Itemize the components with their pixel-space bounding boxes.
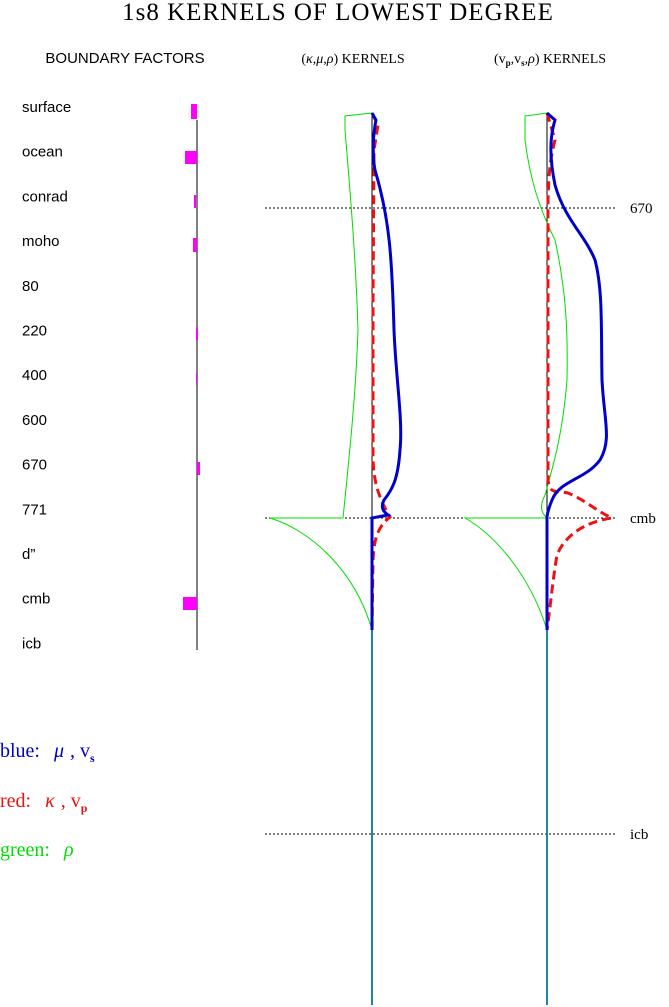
kernel-panel-right — [463, 111, 618, 1005]
legend-part: red: — [0, 790, 31, 812]
column-heading: (κ,μ,ρ) KERNELS — [301, 52, 404, 67]
boundary-label: d” — [22, 546, 35, 563]
legend-part: green: — [0, 839, 50, 861]
boundary-labels: surface ocean conrad moho 80 220 400 600 670 771 d… — [22, 99, 71, 652]
heading-part: ) KERNELS — [334, 52, 405, 67]
boundary-label: moho — [22, 233, 60, 250]
boundary-label: 670 — [22, 457, 47, 474]
heading-part: ρ — [326, 52, 334, 67]
heading-part: , — [313, 52, 317, 67]
heading-part: κ — [306, 52, 313, 67]
legend-part: blue: — [0, 740, 40, 762]
heading-part: ,v — [511, 52, 522, 67]
heading-part: , — [525, 52, 529, 67]
legend-entry: green: ρ — [0, 839, 74, 861]
boundary-label: surface — [22, 99, 71, 116]
legend-part: p — [81, 801, 88, 815]
kernel-panel-left — [269, 112, 403, 1005]
depth-label: cmb — [630, 511, 656, 527]
boundary-label: 600 — [22, 412, 47, 429]
legend-part: , v — [70, 740, 90, 762]
boundary-label: cmb — [22, 591, 50, 608]
legend-part: s — [90, 751, 95, 765]
boundary-label: ocean — [22, 144, 63, 161]
heading-part: ) KERNELS — [535, 52, 606, 67]
heading-part: ρ — [527, 52, 535, 67]
legend: blue: μ, vs red: κ, vp green: ρ — [0, 740, 95, 861]
heading-part: , — [323, 52, 327, 67]
legend-entry: blue: μ , vs — [0, 740, 95, 765]
boundary-label: 220 — [22, 323, 47, 340]
boundary-label: conrad — [22, 188, 68, 205]
column-heading: (vp,vs,ρ) KERNELS — [494, 52, 606, 68]
boundary-label: icb — [22, 635, 41, 652]
heading-part: (v — [494, 52, 506, 67]
heading-part: ( — [301, 52, 306, 67]
boundary-label: 771 — [22, 501, 47, 518]
heading-part: μ — [315, 52, 323, 67]
legend-part: , v — [61, 790, 81, 812]
depth-label: 670 — [630, 201, 653, 217]
boundary-heading: BOUNDARY FACTORS — [45, 50, 204, 67]
depth-labels: 670 cmb icb — [630, 201, 656, 843]
legend-part: μ — [53, 740, 64, 762]
legend-part: ρ — [63, 839, 74, 861]
heading-part: s — [521, 58, 525, 68]
depth-lines — [265, 207, 615, 835]
legend-entry: red: κ , vp — [0, 790, 88, 815]
heading-part: p — [506, 58, 511, 68]
boundary-label: 400 — [22, 367, 47, 384]
legend-part: κ — [45, 790, 55, 812]
boundary-label: 80 — [22, 278, 39, 295]
title: 1s8 KERNELS OF LOWEST DEGREE — [122, 0, 554, 26]
boundary-bars — [183, 104, 200, 610]
depth-label: icb — [630, 827, 648, 843]
